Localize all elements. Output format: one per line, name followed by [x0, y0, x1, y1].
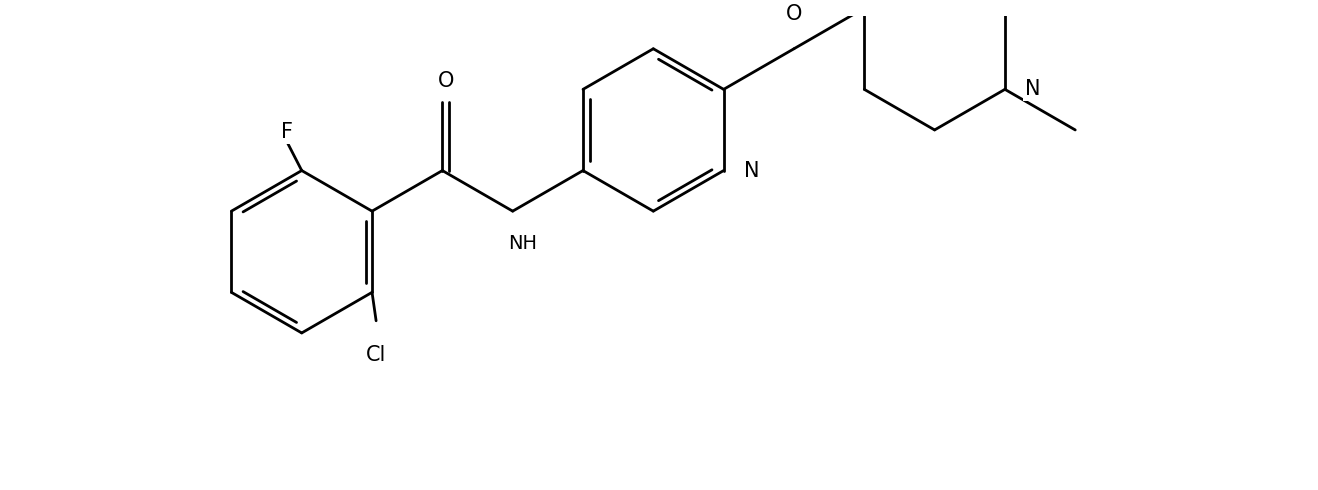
Text: N: N: [1025, 79, 1041, 99]
Text: O: O: [786, 4, 803, 24]
Text: Cl: Cl: [366, 345, 386, 365]
Text: N: N: [743, 161, 759, 180]
Text: NH: NH: [507, 234, 536, 253]
Text: O: O: [439, 71, 455, 91]
Text: F: F: [281, 122, 293, 142]
